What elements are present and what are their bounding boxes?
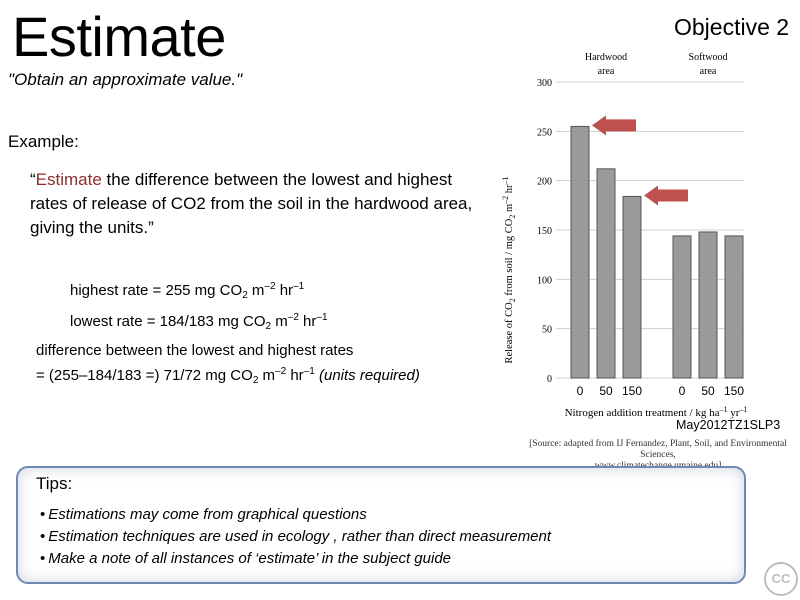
chart-arrows [592, 115, 688, 206]
y-tick-label: 0 [547, 374, 552, 385]
bar [596, 168, 616, 379]
bar [622, 195, 642, 379]
y-tick-label: 200 [537, 177, 552, 188]
y-tick-label: 100 [537, 275, 552, 286]
definition-text: "Obtain an approximate value." [8, 70, 243, 89]
bar [698, 231, 718, 379]
superscript: –2 [264, 281, 276, 292]
units-note: (units required) [314, 367, 420, 384]
unit-hr: hr [298, 313, 317, 330]
x-axis-label: Nitrogen addition treatment / kg ha–1 yr… [565, 405, 748, 419]
unit-m: m [258, 367, 276, 384]
bar [672, 235, 692, 379]
question-rest: the difference between the lowest and hi… [30, 170, 473, 237]
highlight-arrow [644, 185, 688, 206]
x-tick-label: 0 [577, 384, 584, 398]
chart-bars [570, 125, 744, 379]
cc-license-icon: CC [764, 562, 798, 596]
superscript: –1 [303, 366, 315, 377]
difference-heading: difference between the lowest and highes… [36, 342, 354, 359]
unit-m: m [247, 282, 265, 299]
highest-rate-text: highest rate = 255 mg CO [70, 282, 243, 299]
source-line-1: [Source: adapted from IJ Fernandez, Plan… [529, 439, 787, 460]
superscript: –1 [316, 312, 328, 323]
x-tick-label: 150 [724, 384, 744, 398]
subscript: 2 [252, 375, 259, 386]
subscript: 2 [265, 321, 272, 332]
rate-calculations: highest rate = 255 mg CO2 m–2 hr–1 lowes… [70, 276, 328, 338]
lowest-rate-line: lowest rate = 184/183 mg CO2 m–2 hr–1 [70, 307, 328, 338]
superscript: –2 [275, 366, 287, 377]
y-tick-label: 150 [537, 226, 552, 237]
subscript: 2 [242, 290, 248, 301]
y-tick-label: 50 [542, 325, 552, 336]
lowest-rate-text: lowest rate = 184/183 mg CO [70, 313, 266, 330]
unit-m: m [271, 313, 288, 330]
question-reference: May2012TZ1SLP3 [676, 418, 781, 432]
unit-hr: hr [275, 282, 294, 299]
difference-text: = (255–184/183 =) 71/72 mg CO [36, 367, 253, 384]
highlight-word: Estimate [35, 170, 102, 189]
bar [570, 125, 590, 379]
open-quote: “ [30, 170, 36, 189]
y-tick-label: 300 [537, 78, 552, 89]
objective-label: Objective 2 [674, 14, 790, 40]
x-tick-label: 50 [701, 384, 715, 398]
chart-x-ticks: 0 50 150 0 50 150 [577, 384, 745, 398]
y-axis-label: Release of CO2 from soil / mg CO2 m–2 hr… [501, 176, 517, 363]
group-label-softwood-area: area [700, 66, 717, 77]
highest-rate-line: highest rate = 255 mg CO2 m–2 hr–1 [70, 276, 328, 307]
x-tick-label: 0 [679, 384, 686, 398]
co2-release-chart: 0 50 100 150 200 250 300 0 50 150 0 50 150 Hardwood… [501, 52, 748, 419]
tip-item: Estimations may come from graphical ques… [40, 504, 551, 526]
difference-calculation: difference between the lowest and highes… [36, 340, 420, 391]
tip-item: Estimation techniques are used in ecolog… [40, 526, 551, 548]
difference-line: = (255–184/183 =) 71/72 mg CO2 m–2 hr–1 … [36, 361, 420, 391]
group-label-softwood: Softwood [689, 52, 728, 63]
x-tick-label: 50 [599, 384, 613, 398]
tip-item: Make a note of all instances of ‘estimat… [40, 548, 551, 570]
y-tick-label: 250 [537, 127, 552, 138]
group-label-hardwood: Hardwood [585, 52, 627, 63]
bar [724, 235, 744, 379]
group-label-hardwood-area: area [598, 66, 615, 77]
chart-y-ticks: 0 50 100 150 200 250 300 [537, 78, 552, 385]
example-question: “Estimate the difference between the low… [30, 168, 490, 240]
x-tick-label: 150 [622, 384, 642, 398]
tips-box: Tips: Estimations may come from graphica… [16, 466, 746, 584]
slide-title: Estimate [12, 5, 226, 68]
unit-hr: hr [286, 367, 304, 384]
tips-title: Tips: [36, 474, 73, 493]
example-label: Example: [8, 132, 79, 151]
highlight-arrow [592, 115, 636, 136]
tips-list: Estimations may come from graphical ques… [40, 504, 551, 570]
superscript: –1 [293, 281, 305, 292]
superscript: –2 [287, 312, 299, 323]
